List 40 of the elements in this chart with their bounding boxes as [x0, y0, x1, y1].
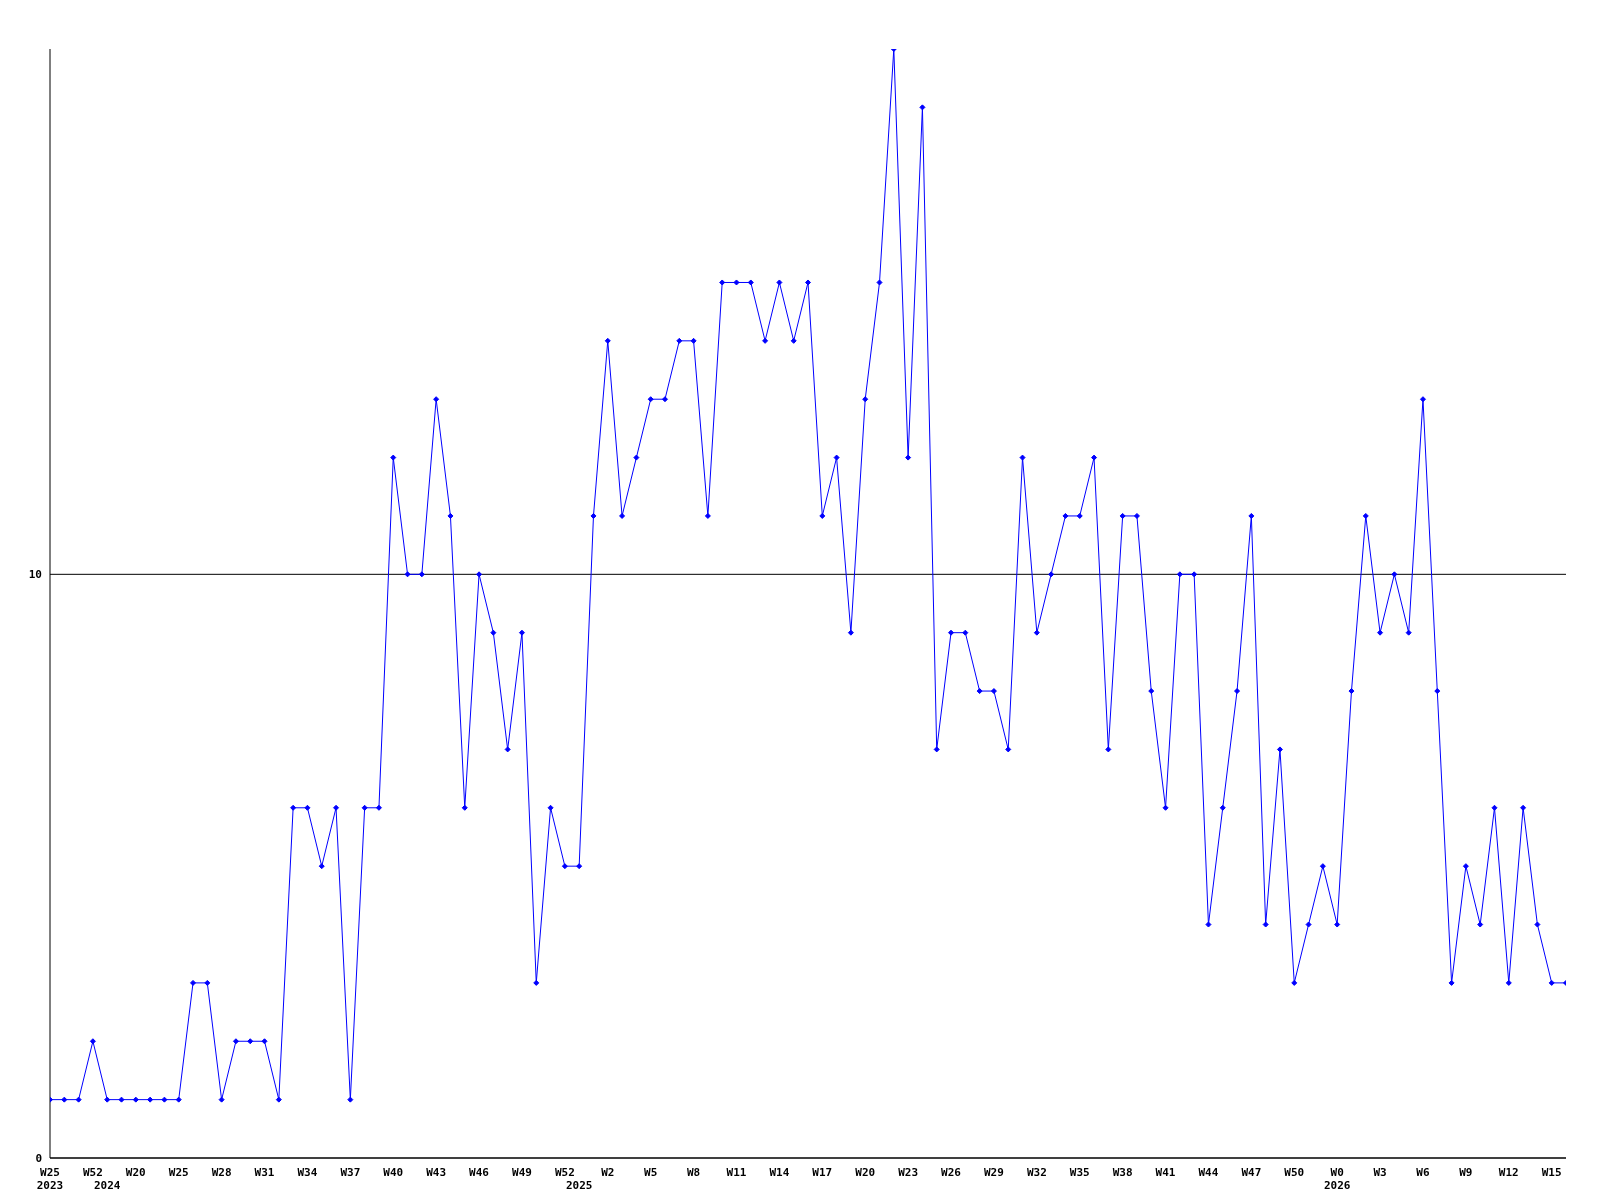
x-tick-label: W20	[855, 1166, 876, 1179]
x-tick-label: W52	[554, 1166, 575, 1179]
x-tick-label: W11	[726, 1166, 747, 1179]
x-tick-label: 2024	[93, 1179, 121, 1192]
x-tick-label: W3	[1373, 1166, 1387, 1179]
x-tick-label: W37	[340, 1166, 361, 1179]
x-tick-label: W0 2026	[1323, 1166, 1351, 1192]
x-tick-label: W31	[254, 1166, 275, 1179]
x-tick-label: W17	[812, 1166, 833, 1179]
x-tick-label: W32	[1026, 1166, 1047, 1179]
y-tick-label: 10	[28, 568, 42, 582]
x-tick-label: W12	[1498, 1166, 1519, 1179]
x-tick-label: W29	[983, 1166, 1004, 1179]
x-tick-label: W28	[211, 1166, 232, 1179]
x-tick-label: W5	[644, 1166, 658, 1179]
x-tick-label: W49	[512, 1166, 532, 1179]
x-tick-label: W41	[1155, 1166, 1176, 1179]
x-tick-label: W14	[769, 1166, 790, 1179]
x-tick-label: W52	[82, 1166, 103, 1179]
x-tick-label: W50	[1284, 1166, 1305, 1179]
x-tick-label: W23	[898, 1166, 919, 1179]
x-tick-label: 2025	[565, 1179, 593, 1192]
x-tick-label: W47	[1241, 1166, 1262, 1179]
x-tick-label: W25	[168, 1166, 189, 1179]
x-tick-label: W40	[383, 1166, 404, 1179]
x-tick-label: W2	[601, 1166, 615, 1179]
x-tick-label: W6	[1416, 1166, 1430, 1179]
x-tick-label: W43	[426, 1166, 447, 1179]
x-tick-label: W46	[469, 1166, 490, 1179]
x-tick-label: W34	[297, 1166, 318, 1179]
x-tick-label: W9	[1459, 1166, 1473, 1179]
y-tick-label: 0	[35, 1151, 42, 1165]
x-tick-label: W38	[1112, 1166, 1133, 1179]
x-tick-label: W26	[941, 1166, 962, 1179]
x-tick-label: W44	[1198, 1166, 1219, 1179]
x-tick-label: W8	[686, 1166, 701, 1179]
x-tick-label: W25 2023	[36, 1166, 64, 1192]
x-tick-label: W20	[125, 1166, 146, 1179]
x-tick-label: W15	[1541, 1166, 1562, 1179]
x-tick-label: W35	[1069, 1166, 1090, 1179]
